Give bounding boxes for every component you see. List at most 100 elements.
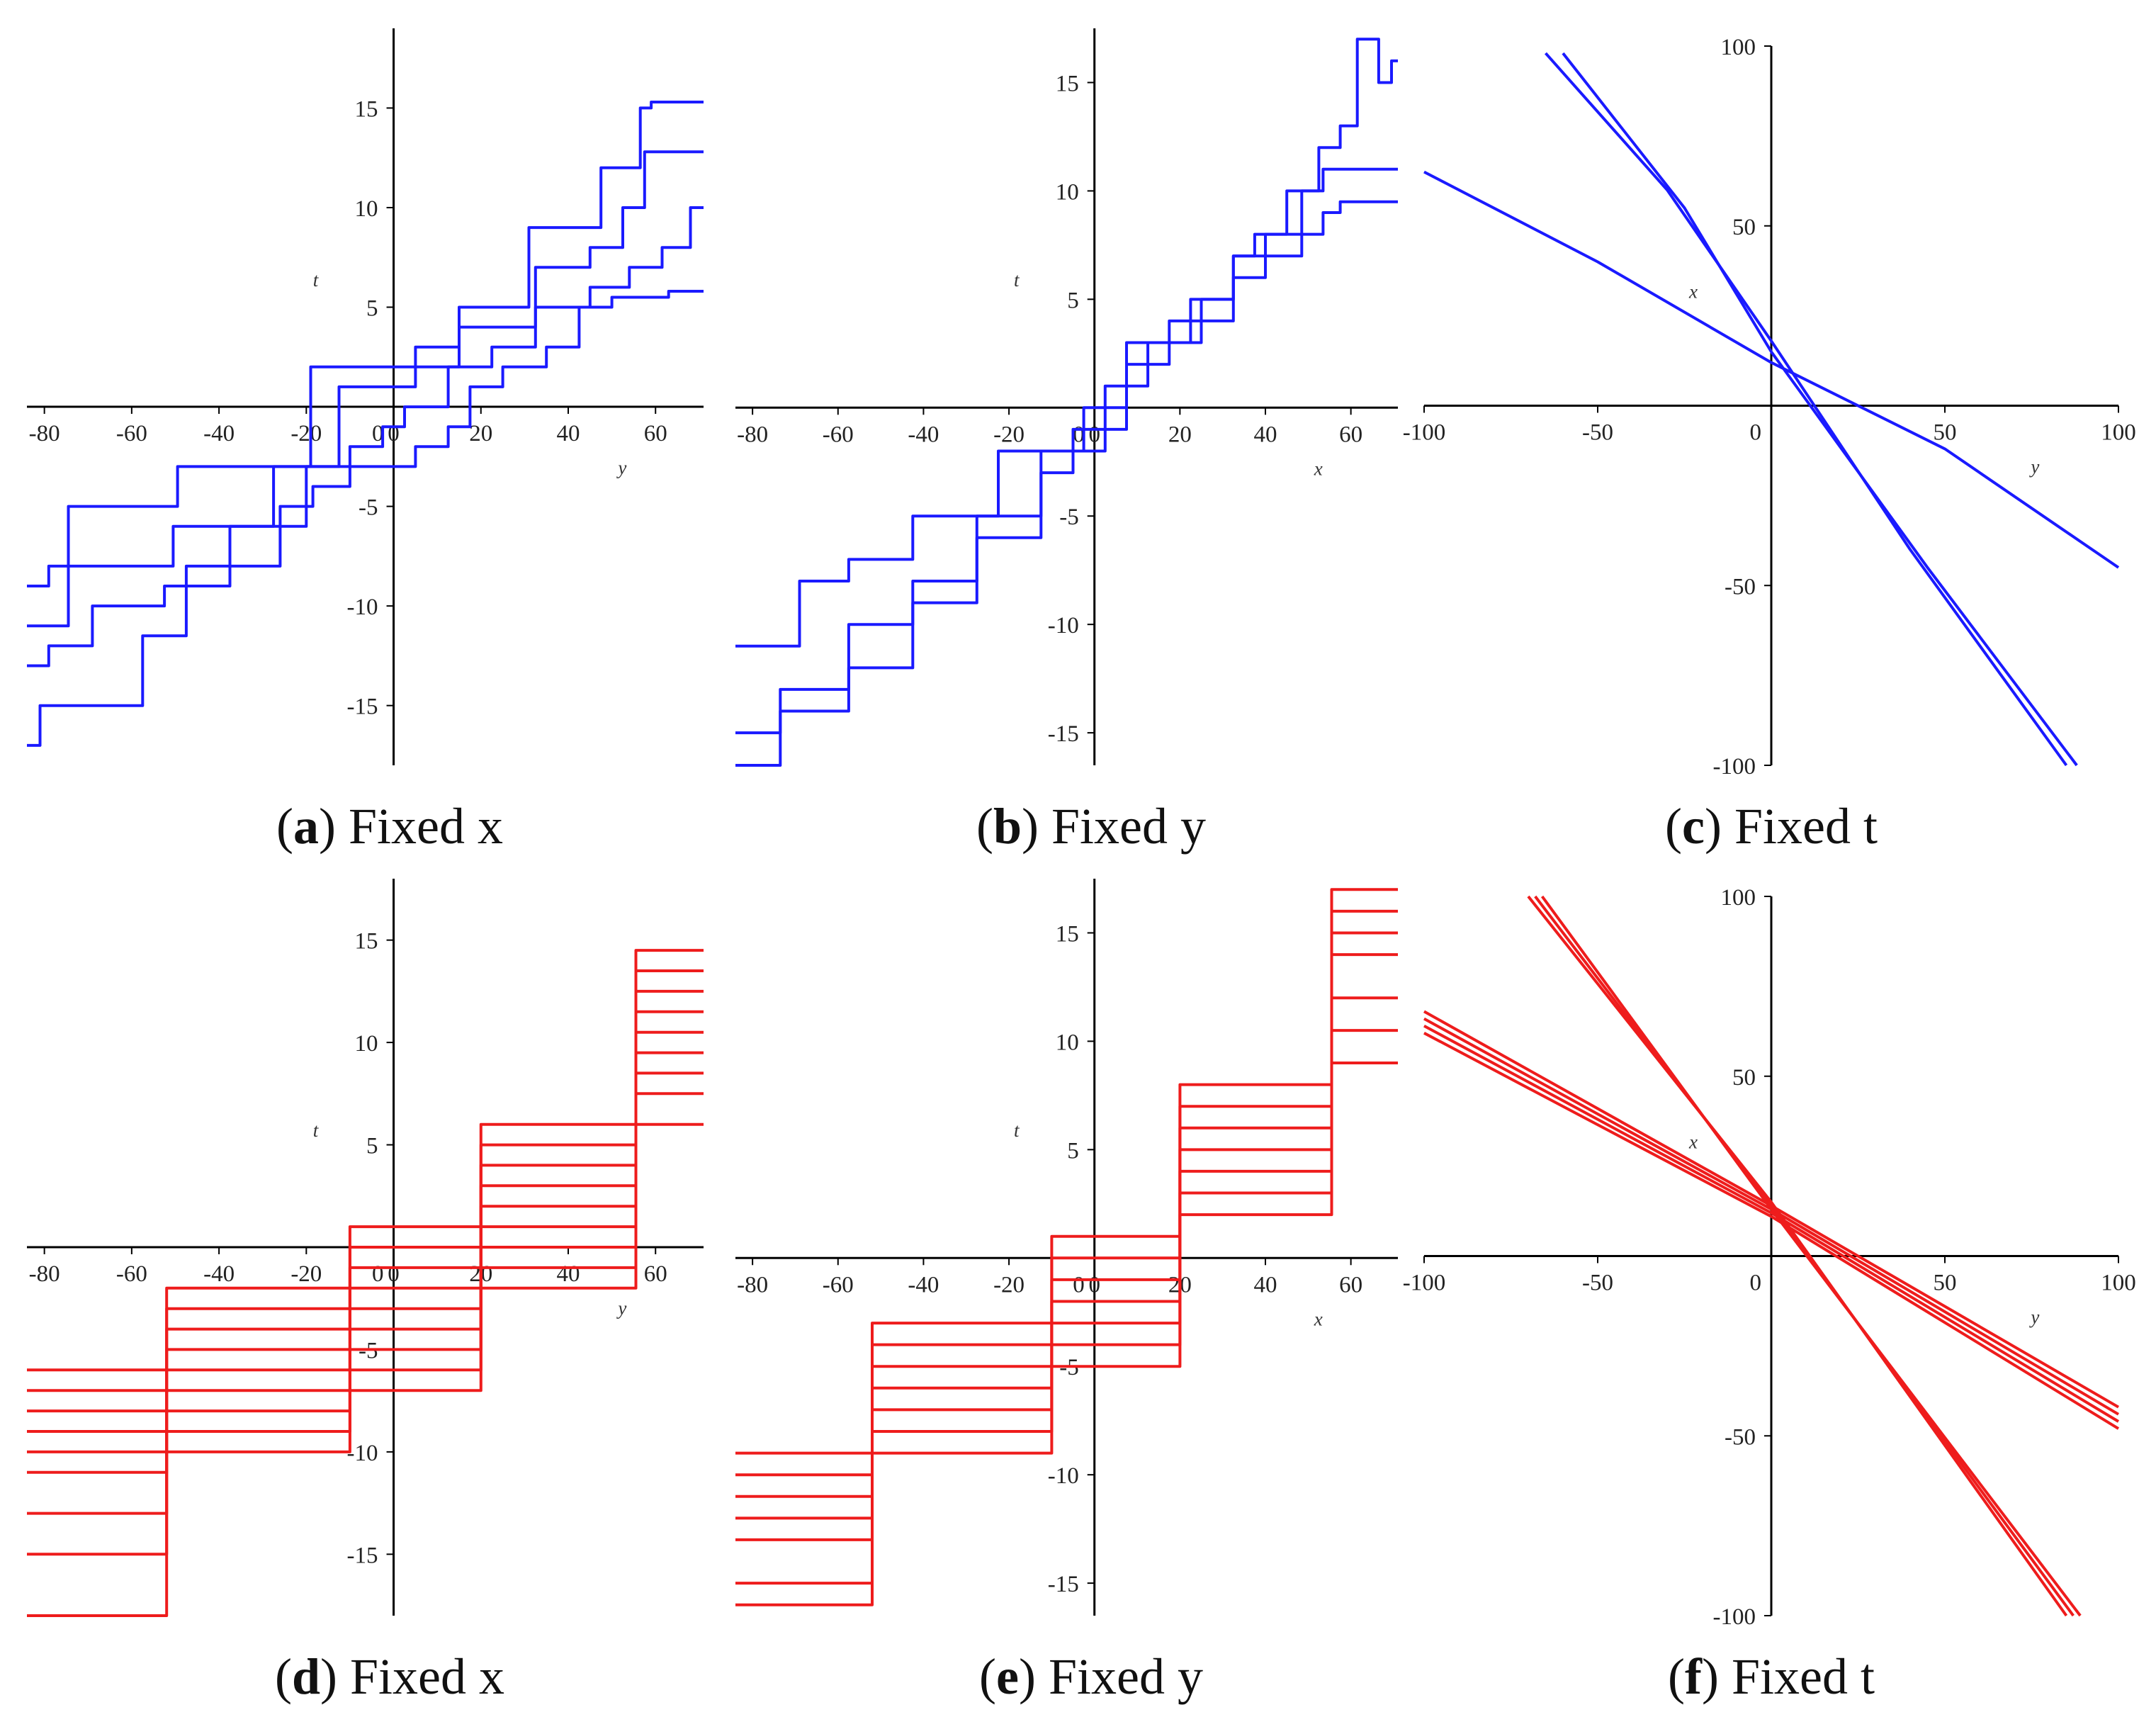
y-tick-label: 10 xyxy=(355,1031,378,1057)
x-tick-label: -100 xyxy=(1403,420,1446,446)
x-tick-label: 20 xyxy=(469,421,492,446)
caption-d: (d) Fixed x xyxy=(274,1648,505,1705)
y-tick-label: 5 xyxy=(366,1134,378,1159)
x-tick-label: -40 xyxy=(908,1272,939,1297)
series-line-s2 xyxy=(1545,52,2068,767)
series-line-s4 xyxy=(27,290,704,747)
series-line-s1 xyxy=(1423,170,2120,569)
x-tick-label: 60 xyxy=(1339,1272,1362,1297)
x-axis-label: x xyxy=(1314,458,1323,479)
origin-label: 0 xyxy=(1750,420,1762,446)
origin-label: 0 xyxy=(372,421,384,446)
x-tick-label: 40 xyxy=(1254,1272,1277,1297)
panel-b: -80 -60 -40 -20 0 20 40 60 0 -15 -10 -5 5 10 15 x t xyxy=(735,28,1398,767)
y-tick-label: -10 xyxy=(347,1441,378,1466)
y-tick-label: 100 xyxy=(1721,35,1756,60)
series-line-s5 xyxy=(735,996,1398,1541)
x-tick-label: -80 xyxy=(29,1261,60,1287)
x-tick-label: -50 xyxy=(1582,1271,1613,1296)
caption-a: (a) Fixed x xyxy=(276,798,503,855)
y-tick-label: -5 xyxy=(1059,1355,1079,1380)
chart-a: -80 -60 -40 -20 0 20 40 60 0 -15 -10 -5 5 10 15 y t xyxy=(27,28,704,765)
series-line-s1 xyxy=(27,949,704,1372)
origin-label: 0 xyxy=(1073,1272,1085,1297)
y-tick-label: -15 xyxy=(1048,721,1079,747)
x-tick-label: -80 xyxy=(737,1272,768,1297)
x-tick-label: -60 xyxy=(116,1261,147,1287)
y-tick-label: 5 xyxy=(1067,288,1079,313)
x-tick-label: -20 xyxy=(290,1261,322,1287)
y-axis-label: t xyxy=(1014,269,1020,291)
x-axis-label: y xyxy=(2028,456,2039,478)
x-tick-label: 40 xyxy=(557,421,580,446)
y-tick-label: 15 xyxy=(1056,921,1079,947)
series-line-s9 xyxy=(27,1122,704,1617)
x-tick-label: 60 xyxy=(644,1261,667,1287)
origin-label: 0 xyxy=(372,1261,384,1287)
y-tick-label: -10 xyxy=(1048,1463,1079,1489)
x-tick-label: -100 xyxy=(1403,1271,1446,1296)
series-line-s7 xyxy=(1540,895,2082,1617)
series-line-s2 xyxy=(27,150,704,628)
series-line-s3 xyxy=(1423,1024,2120,1423)
series-line-s4 xyxy=(1423,1032,2120,1430)
x-tick-label: -80 xyxy=(29,421,60,446)
series-line-s4 xyxy=(27,1010,704,1433)
y-tick-label: -15 xyxy=(347,1543,378,1568)
series-line-s5 xyxy=(27,1030,704,1453)
x-axis-label: y xyxy=(616,457,626,478)
caption-e: (e) Fixed y xyxy=(979,1648,1203,1705)
caption-b: (b) Fixed y xyxy=(976,798,1207,855)
x-tick-label: 60 xyxy=(1339,422,1362,447)
x-tick-label: -20 xyxy=(993,422,1025,447)
panel-f: -100 -50 50 100 0 100 50 -50 -100 y x xyxy=(1403,885,2136,1630)
y-tick-label: -15 xyxy=(1048,1572,1079,1597)
y-axis-label: t xyxy=(313,1120,320,1141)
y-tick-label: 50 xyxy=(1732,215,1756,240)
y-tick-label: -50 xyxy=(1725,574,1756,599)
y-tick-label: 10 xyxy=(1056,1030,1079,1055)
x-tick-label: 100 xyxy=(2101,1271,2136,1296)
series-line-s5 xyxy=(1527,895,2068,1617)
x-axis-label: y xyxy=(2028,1307,2039,1328)
x-tick-label: 100 xyxy=(2101,420,2136,446)
panel-a: -80 -60 -40 -20 0 20 40 60 0 -15 -10 -5 5 10 15 y t xyxy=(27,28,704,765)
y-tick-label: 10 xyxy=(355,196,378,222)
y-tick-label: 15 xyxy=(355,929,378,955)
x-tick-label: -40 xyxy=(908,422,939,447)
x-tick-label: -20 xyxy=(993,1272,1025,1297)
origin-label: 0 xyxy=(1750,1271,1762,1296)
x-axis-label: y xyxy=(616,1297,626,1319)
x-tick-label: -80 xyxy=(737,422,768,447)
series-line-s2 xyxy=(735,167,1398,735)
y-axis-label: t xyxy=(313,269,320,291)
x-tick-label: 0 xyxy=(388,1261,400,1287)
series-line-s3 xyxy=(735,200,1398,767)
y-tick-label: -5 xyxy=(359,495,378,521)
x-tick-label: -60 xyxy=(823,422,854,447)
x-tick-label: 50 xyxy=(1934,420,1957,446)
chart-c: -100 -50 50 100 0 100 50 -50 -100 y x xyxy=(1403,35,2136,779)
series-line-s7 xyxy=(735,1062,1398,1606)
caption-c: (c) Fixed t xyxy=(1665,798,1878,855)
x-tick-label: -50 xyxy=(1582,420,1613,446)
y-tick-label: -10 xyxy=(347,595,378,620)
x-tick-label: -40 xyxy=(203,421,235,446)
x-tick-label: 50 xyxy=(1934,1271,1957,1296)
y-axis-label: x xyxy=(1688,1131,1698,1152)
x-tick-label: 0 xyxy=(388,421,400,446)
y-axis-label: t xyxy=(1014,1120,1020,1141)
y-tick-label: -100 xyxy=(1713,754,1756,779)
y-axis-label: x xyxy=(1688,281,1698,302)
x-tick-label: 0 xyxy=(1088,1272,1100,1297)
x-tick-label: -60 xyxy=(116,421,147,446)
x-tick-label: -20 xyxy=(290,421,322,446)
series-line-s3 xyxy=(27,206,704,668)
y-tick-label: -50 xyxy=(1725,1424,1756,1450)
caption-f: (f) Fixed t xyxy=(1668,1648,1875,1705)
y-tick-label: 5 xyxy=(366,296,378,322)
x-tick-label: -40 xyxy=(203,1261,235,1287)
y-tick-label: -100 xyxy=(1713,1604,1756,1630)
